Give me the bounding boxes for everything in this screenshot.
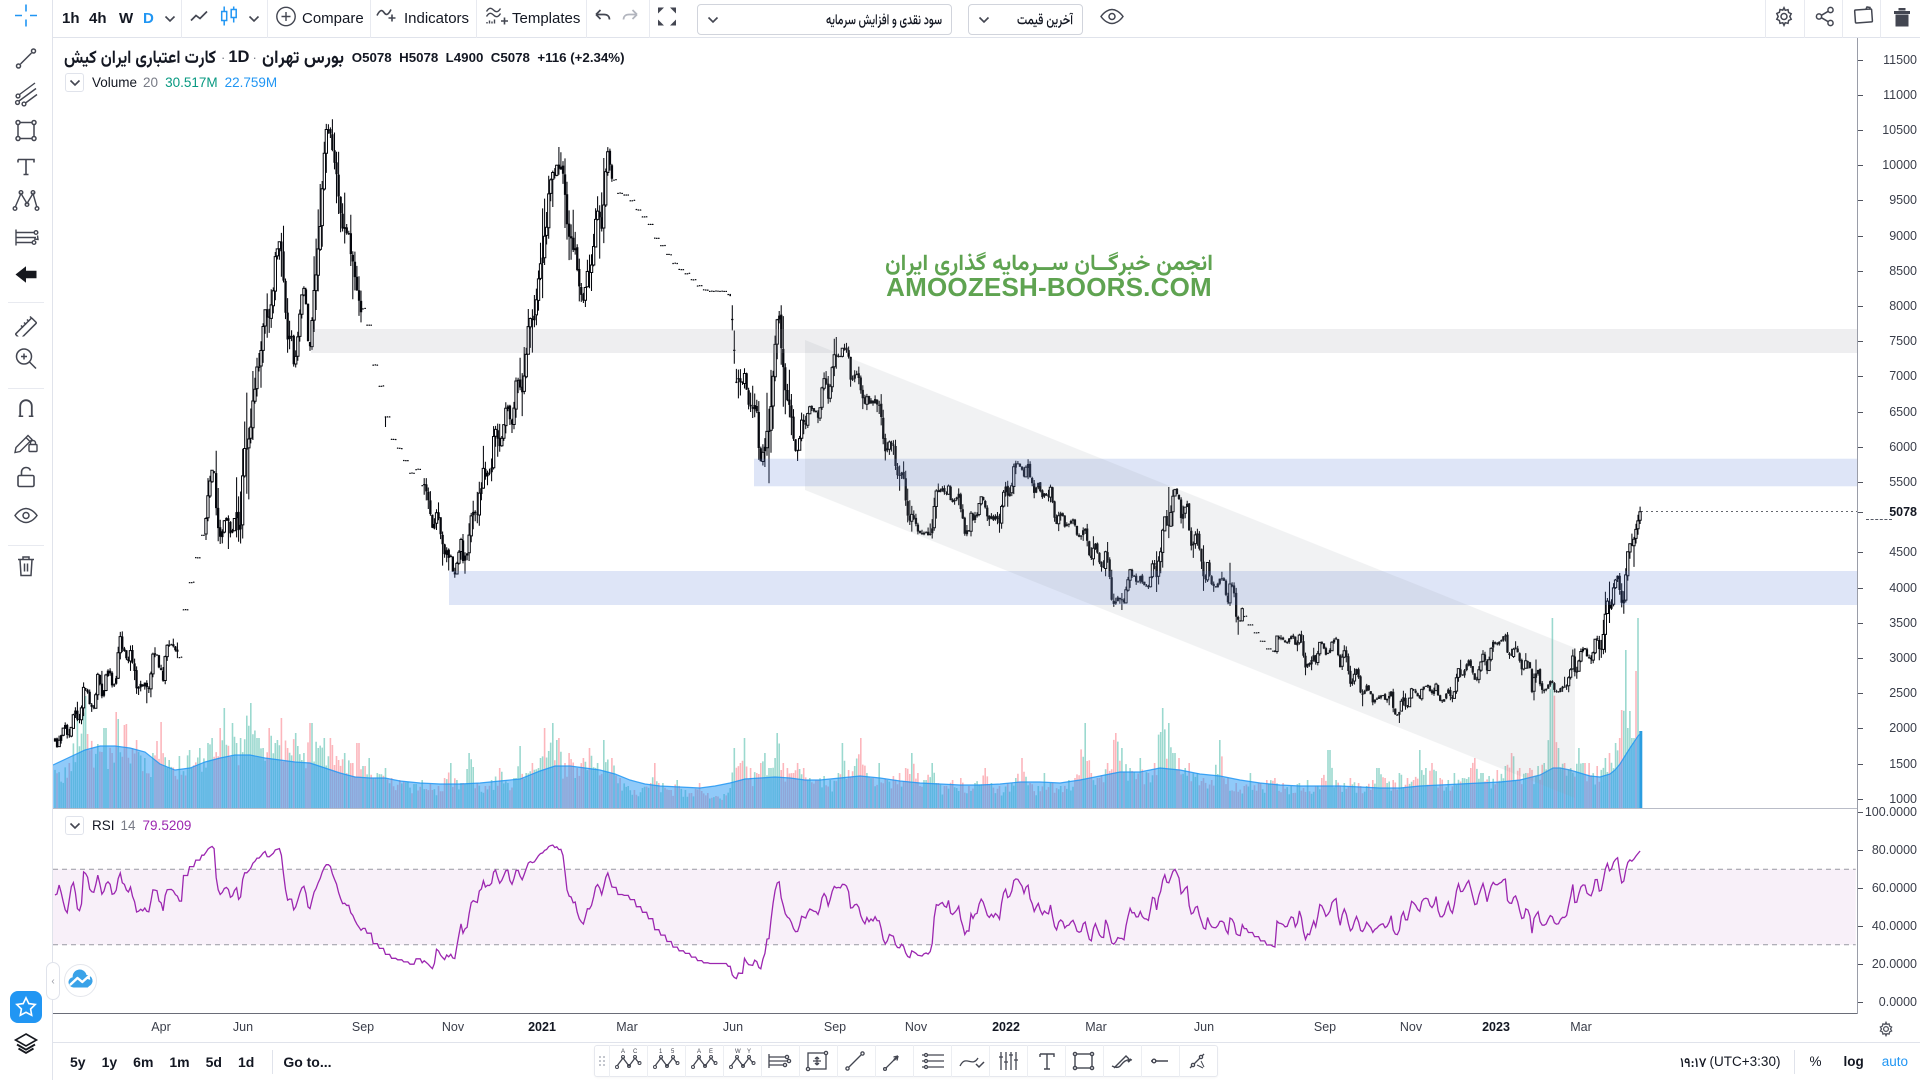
svg-text:E: E [709,1049,713,1055]
svg-text:5: 5 [671,1049,675,1055]
svg-text:Y: Y [747,1049,751,1055]
svg-text:W: W [735,1049,741,1055]
svg-text:C: C [633,1049,638,1055]
svg-text:1: 1 [659,1049,663,1055]
svg-text:A: A [621,1049,625,1055]
svg-text:AMOOZESH-BOORS.COM: AMOOZESH-BOORS.COM [886,272,1212,302]
svg-text:A: A [697,1049,701,1055]
